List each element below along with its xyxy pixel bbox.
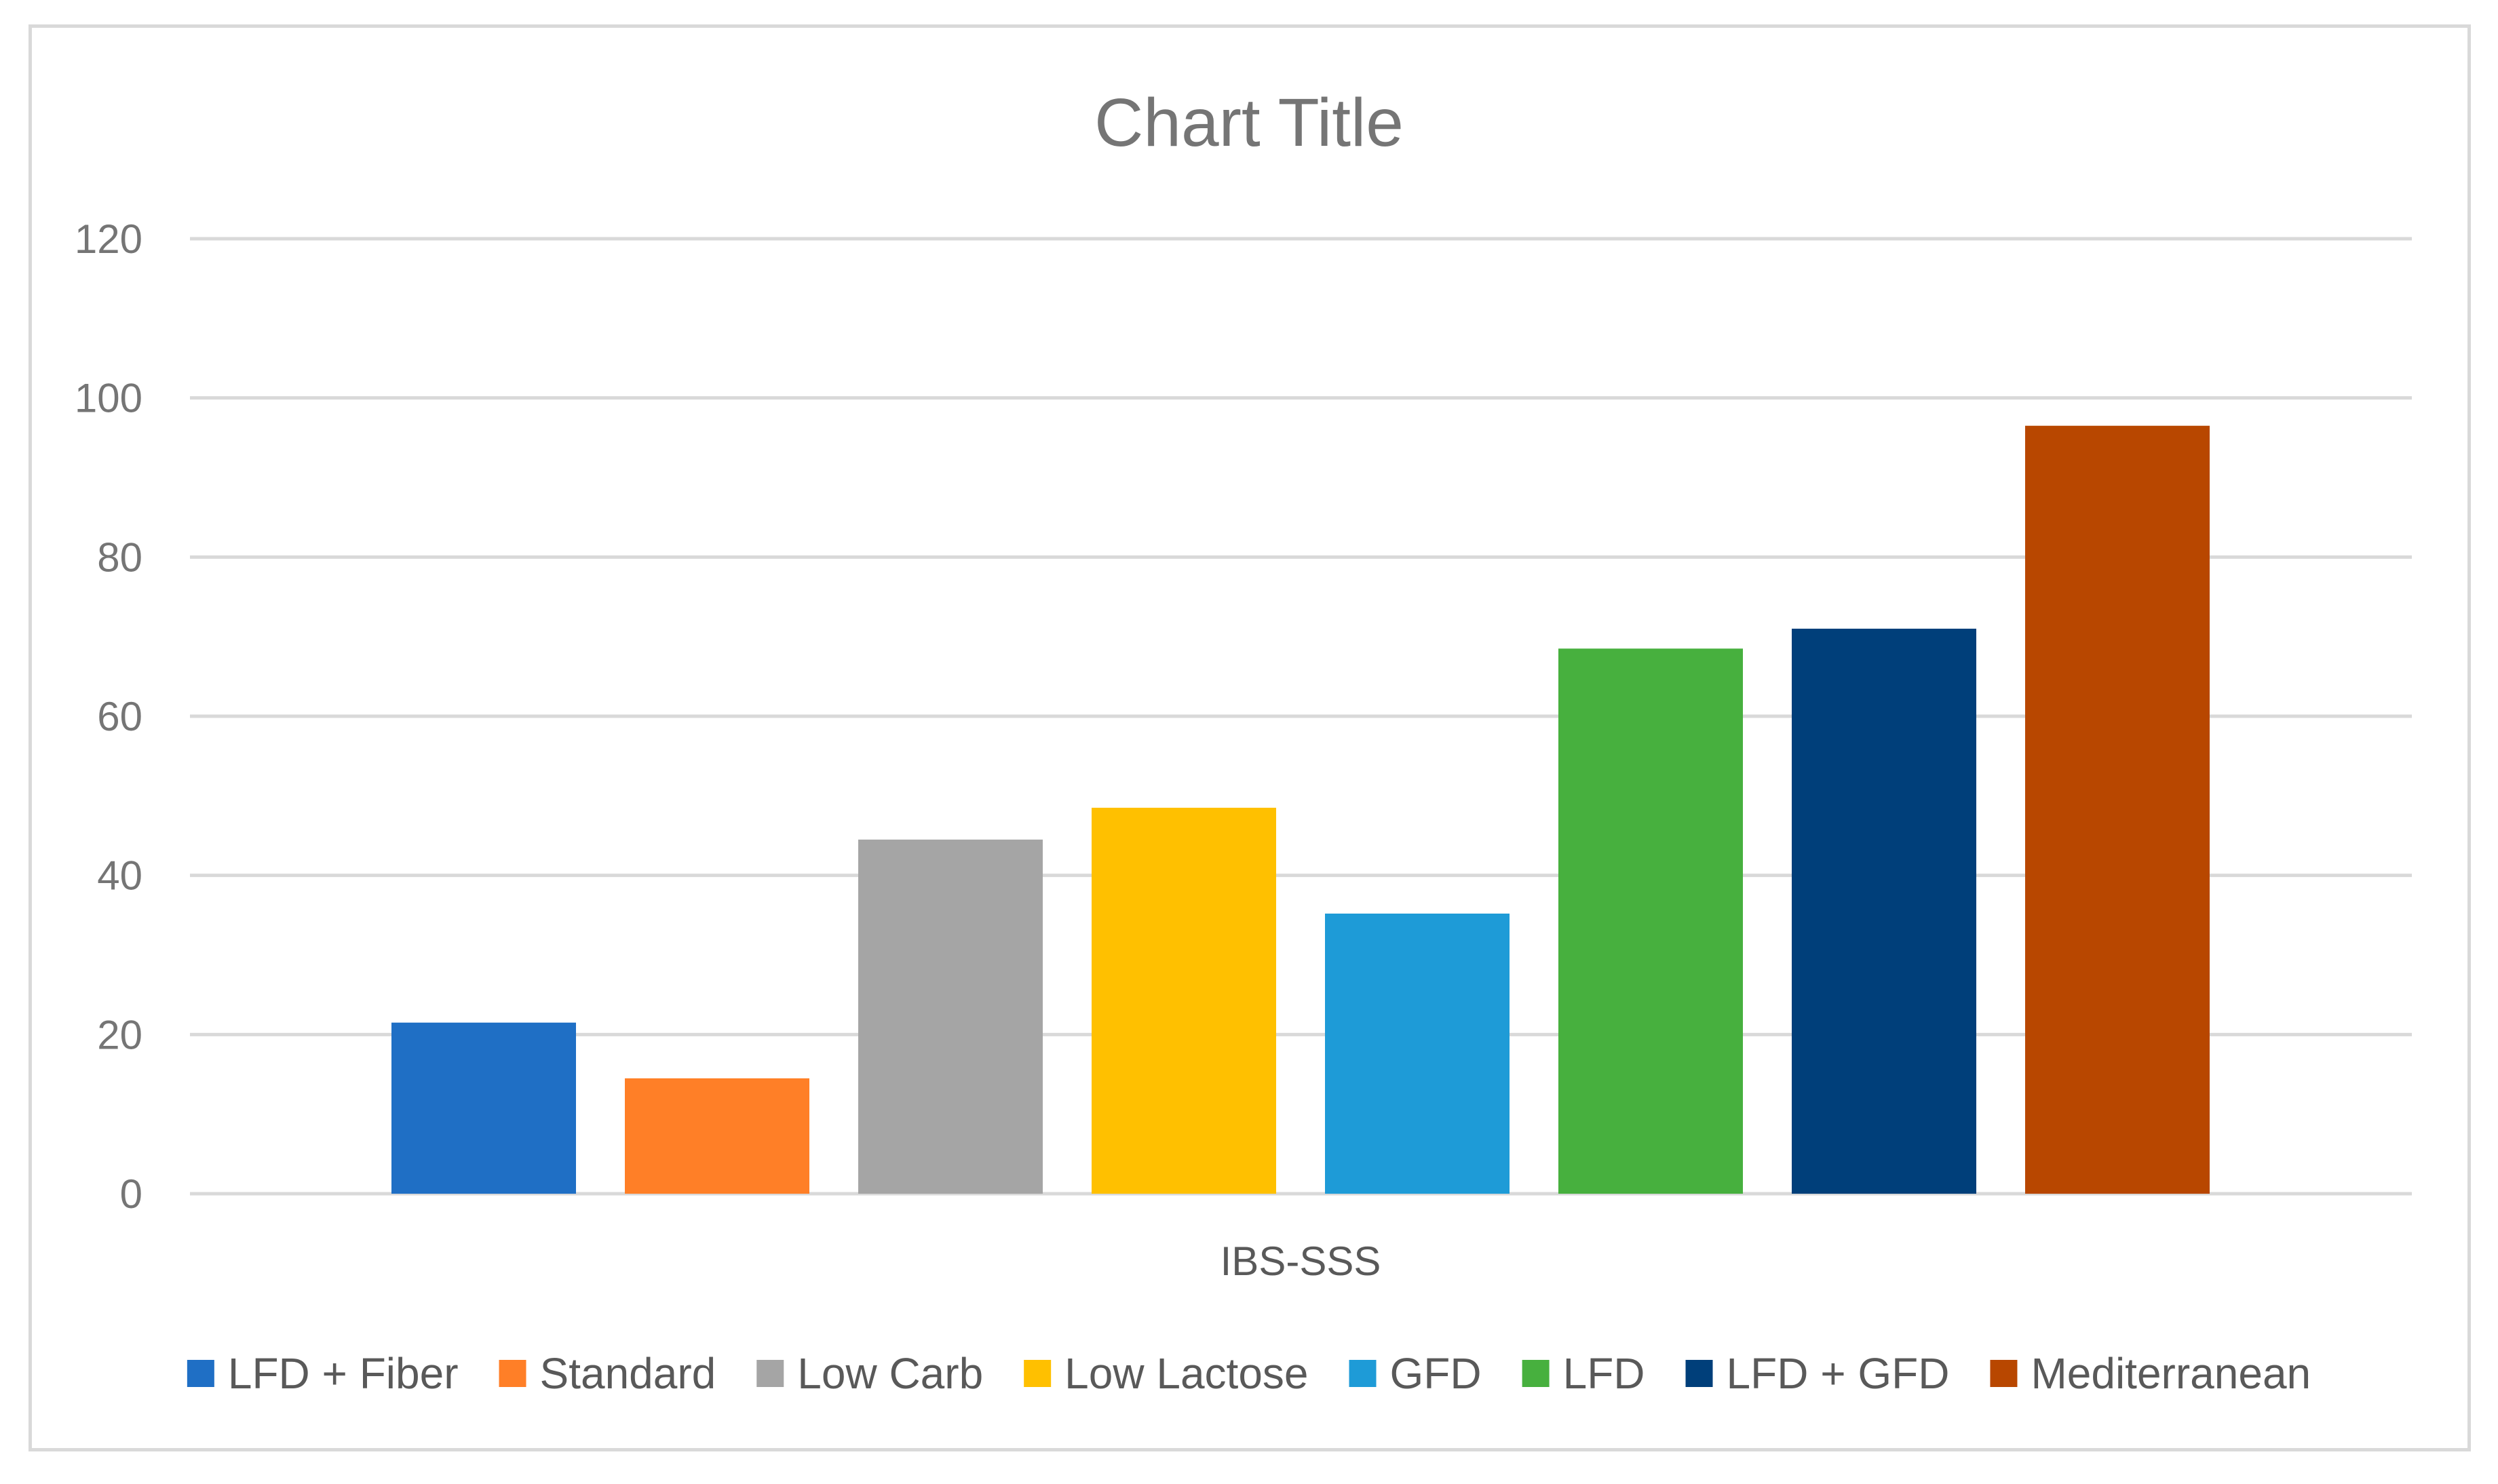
legend-swatch bbox=[1990, 1360, 2018, 1387]
legend-label: Low Carb bbox=[797, 1349, 983, 1398]
legend-label: LFD + GFD bbox=[1727, 1349, 1950, 1398]
legend-swatch bbox=[1522, 1360, 1550, 1387]
bar-gfd bbox=[1325, 913, 1510, 1194]
y-tick-label: 0 bbox=[120, 1171, 142, 1217]
legend-item: Standard bbox=[499, 1349, 716, 1398]
y-axis-tick-labels: 0 20 40 60 80 100 120 bbox=[75, 216, 142, 1217]
legend-swatch bbox=[499, 1360, 526, 1387]
legend-label: Low Lactose bbox=[1064, 1349, 1308, 1398]
legend-item: LFD bbox=[1522, 1349, 1645, 1398]
legend: LFD + Fiber Standard Low Carb Low Lactose GF… bbox=[187, 1349, 2311, 1398]
legend-item: GFD bbox=[1349, 1349, 1482, 1398]
bar-low-lactose bbox=[1092, 807, 1276, 1194]
bar-low-carb bbox=[858, 839, 1043, 1194]
y-tick-label: 60 bbox=[97, 694, 142, 739]
legend-label: GFD bbox=[1390, 1349, 1482, 1398]
y-tick-label: 20 bbox=[97, 1012, 142, 1057]
legend-label: Standard bbox=[540, 1349, 716, 1398]
legend-item: LFD + GFD bbox=[1685, 1349, 1950, 1398]
legend-label: Mediterranean bbox=[2031, 1349, 2311, 1398]
legend-swatch bbox=[1349, 1360, 1377, 1387]
legend-item: LFD + Fiber bbox=[187, 1349, 459, 1398]
bar-lfd bbox=[1558, 648, 1743, 1194]
legend-swatch bbox=[1685, 1360, 1713, 1387]
legend-swatch bbox=[756, 1360, 784, 1387]
y-tick-label: 80 bbox=[97, 534, 142, 580]
category-label: IBS-SSS bbox=[1221, 1238, 1381, 1284]
legend-swatch bbox=[1024, 1360, 1052, 1387]
bar-standard bbox=[625, 1078, 809, 1194]
y-tick-label: 100 bbox=[75, 376, 142, 421]
bar-mediterranean bbox=[2025, 425, 2210, 1194]
legend-item: Mediterranean bbox=[1990, 1349, 2311, 1398]
bar-lfd-gfd bbox=[1792, 628, 1976, 1194]
legend-item: Low Lactose bbox=[1024, 1349, 1309, 1398]
legend-item: Low Carb bbox=[756, 1349, 983, 1398]
legend-swatch bbox=[187, 1360, 214, 1387]
bar-lfd-fiber bbox=[391, 1022, 576, 1194]
legend-label: LFD bbox=[1563, 1349, 1645, 1398]
legend-label: LFD + Fiber bbox=[228, 1349, 459, 1398]
chart-title: Chart Title bbox=[1094, 85, 1404, 161]
y-tick-label: 40 bbox=[97, 853, 142, 899]
bars bbox=[391, 425, 2210, 1194]
y-tick-label: 120 bbox=[75, 216, 142, 262]
